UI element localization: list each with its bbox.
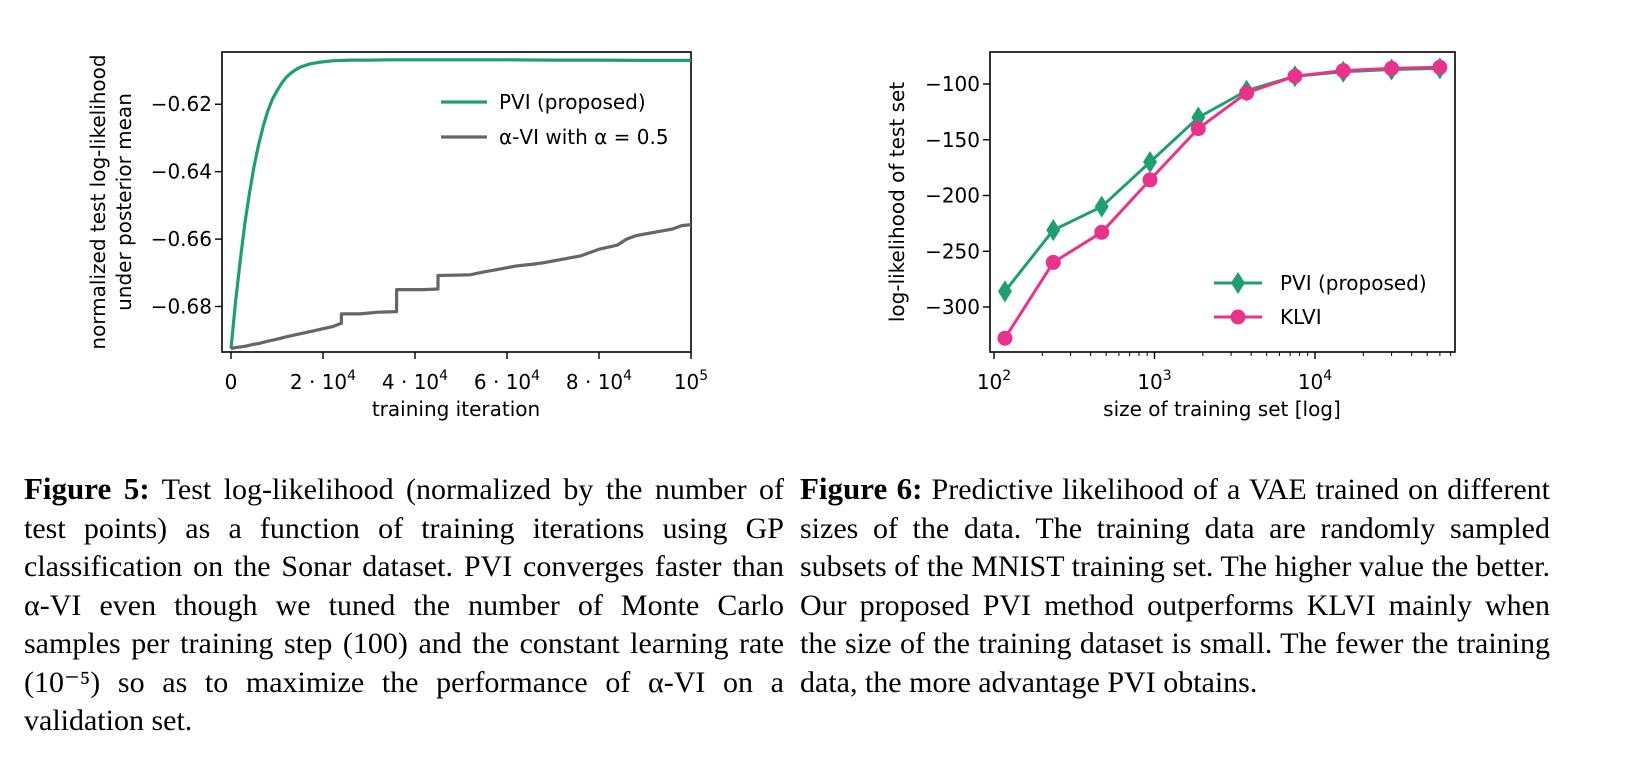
y-tick-label: −0.66 xyxy=(151,227,212,251)
x-tick-label: 102 xyxy=(977,368,1011,394)
marker-1 xyxy=(1094,224,1110,240)
marker-1 xyxy=(1190,121,1206,137)
figure-6-chart: 102 103 104 −100 −150 −200 −250 −300 size of tra… xyxy=(885,51,1456,421)
figure-5-caption-text: Test log-likelihood (normalized by the n… xyxy=(24,473,784,737)
y-tick-label: −100 xyxy=(925,72,980,96)
y-axis-label: log-likelihood of test set xyxy=(885,82,909,322)
x-tick-label: 6 · 104 xyxy=(474,368,540,394)
legend-label-0: PVI (proposed) xyxy=(499,90,646,114)
figure-6-label: Figure 6: xyxy=(800,471,923,506)
y-tick-label: −0.62 xyxy=(151,92,212,116)
figure-6-caption: Figure 6: Predictive likelihood of a VAE… xyxy=(800,470,1550,702)
x-tick-label: 2 · 104 xyxy=(290,368,356,394)
figure-6-caption-text: Predictive likelihood of a VAE trained o… xyxy=(800,473,1551,699)
x-axis-label: training iteration xyxy=(372,397,540,421)
marker-1 xyxy=(1142,172,1158,188)
y-tick-label: −0.64 xyxy=(151,160,212,184)
x-tick-label: 104 xyxy=(1298,368,1332,394)
marker-1 xyxy=(1432,59,1448,75)
x-tick-label: 8 · 104 xyxy=(566,368,632,394)
x-tick-label: 0 xyxy=(225,370,238,394)
marker-0 xyxy=(1094,195,1109,218)
series-line-0 xyxy=(1003,66,1440,293)
legend-marker-0 xyxy=(1231,272,1245,294)
x-tick-label: 4 · 104 xyxy=(382,368,448,394)
y-tick-label: −250 xyxy=(925,239,980,263)
figure-5-label: Figure 5: xyxy=(24,471,150,506)
y-tick-label: −0.68 xyxy=(151,294,212,318)
series-line-1 xyxy=(1003,65,1440,340)
plot-frame xyxy=(989,51,1456,353)
marker-0 xyxy=(1143,151,1158,174)
legend-label-1: KLVI xyxy=(1280,305,1322,329)
figure-5-caption: Figure 5: Test log-likelihood (normalize… xyxy=(24,470,784,741)
marker-1 xyxy=(1239,85,1255,101)
marker-0 xyxy=(1046,219,1061,242)
legend-label-0: PVI (proposed) xyxy=(1280,271,1427,295)
y-tick-label: −300 xyxy=(925,295,980,319)
y-axis-label-line2: under posterior mean xyxy=(112,93,136,311)
figure-5-chart: 0 2 · 104 4 · 104 6 · 104 8 · 104 105 −0.62 −0.… xyxy=(86,51,708,421)
x-tick-label: 105 xyxy=(674,368,708,394)
series-line-1 xyxy=(230,223,692,351)
marker-1 xyxy=(1384,60,1400,76)
x-axis-label: size of training set [log] xyxy=(1103,397,1341,421)
plot-frame xyxy=(221,51,692,353)
marker-1 xyxy=(1045,254,1061,270)
legend-marker-1 xyxy=(1230,309,1246,325)
y-tick-label: −150 xyxy=(925,128,980,152)
marker-0 xyxy=(997,280,1012,303)
figures-panel: 0 2 · 104 4 · 104 6 · 104 8 · 104 105 −0.62 −0.… xyxy=(86,51,1456,421)
marker-1 xyxy=(1287,68,1303,84)
marker-1 xyxy=(997,330,1013,346)
series-line-0 xyxy=(229,58,691,349)
marker-1 xyxy=(1335,63,1351,79)
x-tick-label: 103 xyxy=(1137,368,1171,394)
y-tick-label: −200 xyxy=(925,184,980,208)
y-axis-label-line1: normalized test log-likelihood xyxy=(86,54,110,349)
legend-label-1: α-VI with α = 0.5 xyxy=(499,125,669,149)
